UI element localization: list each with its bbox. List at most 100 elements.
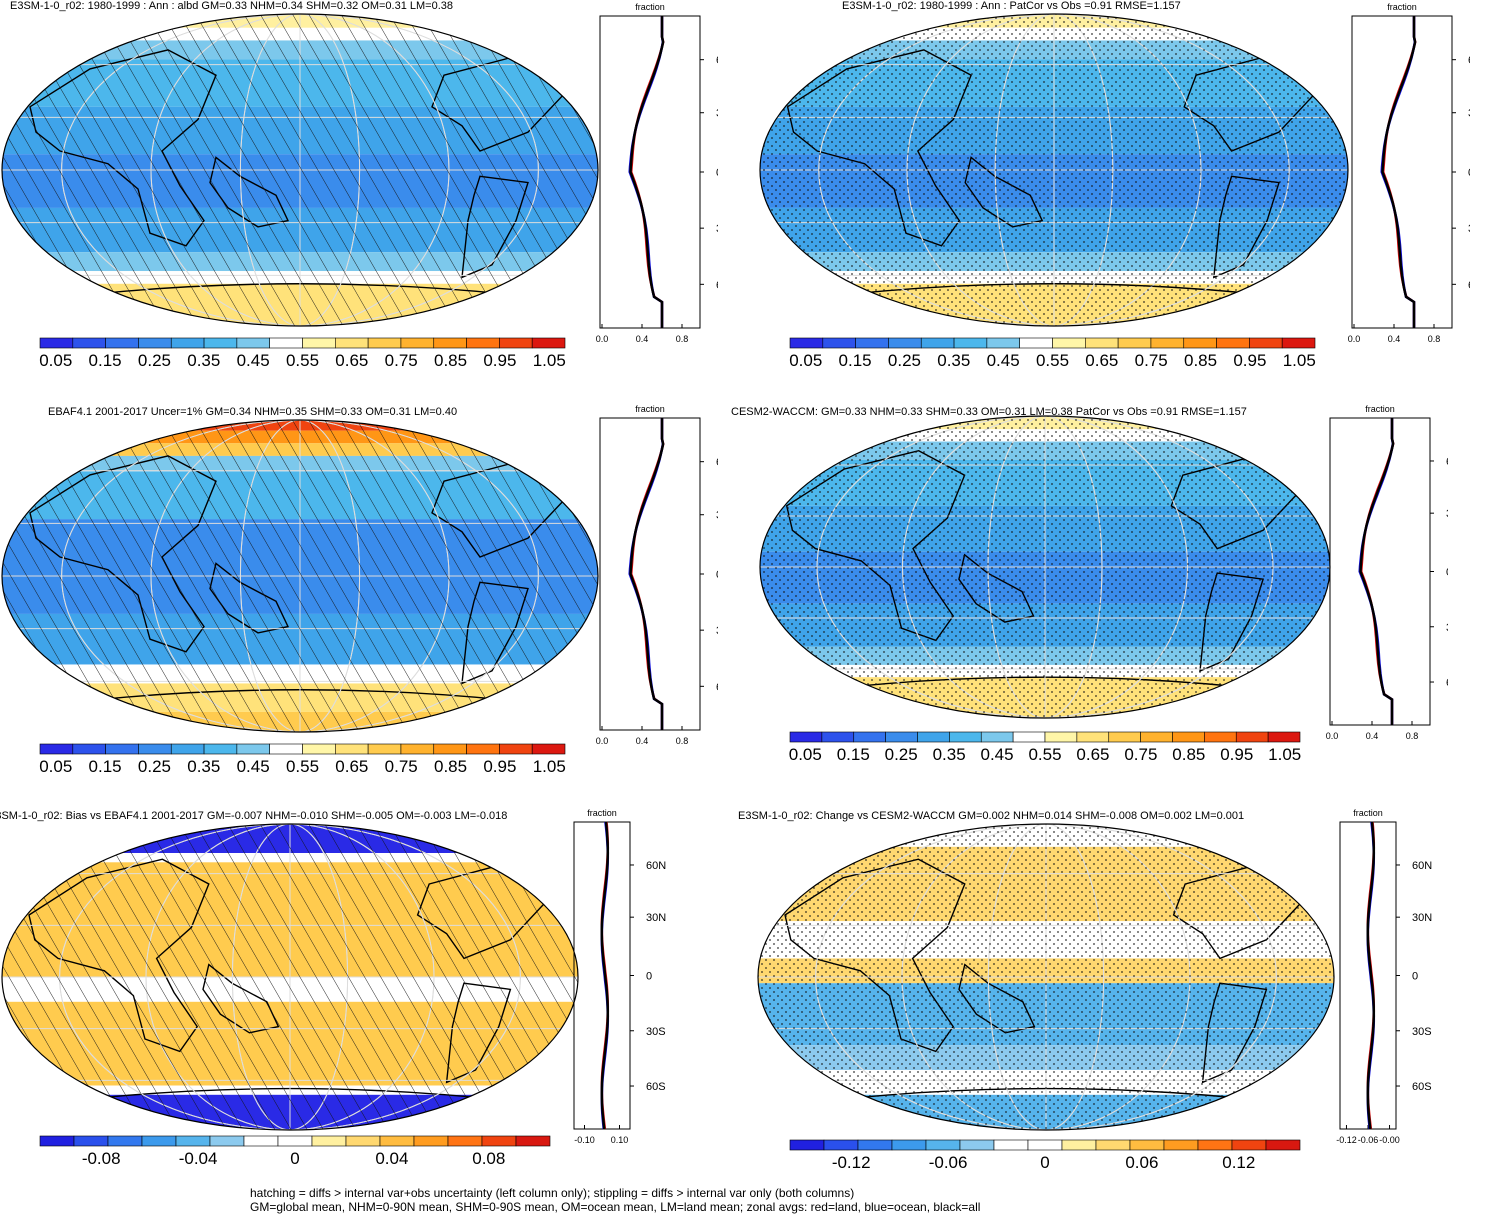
panel-title: E3SM-1-0_r02: 1980-1999 : Ann : albd GM=… <box>10 0 454 12</box>
colorbar-label: 0 <box>290 1149 299 1168</box>
colorbar-swatch <box>499 743 533 755</box>
lat-tick-label: 60S <box>1412 1081 1432 1093</box>
x-tick-label: 0.0 <box>1348 334 1361 344</box>
lat-tick-label: 0 <box>1446 567 1448 579</box>
colorbar-label: 1.05 <box>1268 745 1301 764</box>
x-tick-label: 0.4 <box>1388 334 1401 344</box>
zonal-profile-plot: fraction 60N 30N 0 30S 60S 0.0 0.4 0.8 <box>1326 404 1448 741</box>
x-tick-label: -0.10 <box>574 1135 595 1145</box>
colorbar-swatch <box>269 337 303 349</box>
colorbar-label: 0.15 <box>837 745 870 764</box>
colorbar-swatch <box>1216 337 1250 349</box>
profile-title: fraction <box>1387 2 1417 12</box>
colorbar-label: 0.25 <box>888 351 921 370</box>
colorbar-swatch <box>1012 731 1046 743</box>
colorbar-label: 0.55 <box>286 351 319 370</box>
colorbar-label: 0.65 <box>335 757 368 776</box>
colorbar-swatch <box>141 1135 177 1147</box>
lat-tick-label: 0 <box>1412 971 1418 983</box>
colorbar-swatch <box>105 337 139 349</box>
colorbar-swatch <box>170 743 205 755</box>
x-tick-label: 0.10 <box>611 1135 629 1145</box>
colorbar-swatch <box>1231 1139 1267 1151</box>
colorbar-label: 0.45 <box>987 351 1020 370</box>
lat-tick-label: 0 <box>716 167 718 179</box>
colorbar-label: 0.65 <box>1085 351 1118 370</box>
colorbar-swatch <box>1204 731 1237 743</box>
colorbar-swatch <box>39 1135 75 1147</box>
colorbar-swatch <box>138 337 172 349</box>
colorbar-swatch <box>789 1139 825 1151</box>
colorbar-swatch <box>789 731 823 743</box>
colorbar-label: 0.45 <box>237 757 270 776</box>
colorbar-swatch <box>302 743 336 755</box>
colorbar-swatch <box>107 1135 143 1147</box>
lat-tick-label: 60N <box>716 457 718 469</box>
lat-tick-label: 30S <box>646 1026 666 1038</box>
footer-line-1: hatching = diffs > internal var+obs unce… <box>250 1186 855 1200</box>
colorbar-swatch <box>1150 337 1185 349</box>
colorbar-swatch <box>1108 731 1141 743</box>
colorbar-swatch <box>175 1135 211 1147</box>
colorbar-label: 0.85 <box>434 351 467 370</box>
colorbar-swatch <box>993 1139 1029 1151</box>
colorbar-swatch <box>72 743 106 755</box>
colorbar-swatch <box>433 743 467 755</box>
colorbar-label: -0.06 <box>929 1153 968 1172</box>
x-tick-label: -0.12 <box>1336 1135 1357 1145</box>
colorbar-swatch <box>400 743 435 755</box>
colorbar-swatch <box>73 1135 109 1147</box>
colorbar-label: 0.95 <box>483 757 516 776</box>
colorbar-label: 0.05 <box>789 351 822 370</box>
panel-title: E3SM-1-0_r02: Bias vs EBAF4.1 2001-2017 … <box>0 810 508 822</box>
colorbar-label: 0.15 <box>839 351 872 370</box>
colorbar-swatch <box>823 1139 859 1151</box>
colorbar-swatch <box>1163 1139 1199 1151</box>
colorbar-swatch <box>1076 731 1110 743</box>
colorbar-swatch <box>466 743 500 755</box>
lat-tick-label: 30N <box>1468 108 1470 120</box>
colorbar-label: 0.45 <box>981 745 1014 764</box>
lat-tick-label: 30S <box>716 625 718 637</box>
colorbar-swatch <box>1052 337 1086 349</box>
x-tick-label: 0.8 <box>676 736 689 746</box>
colorbar-swatch <box>209 1135 245 1147</box>
footer-caption: hatching = diffs > internal var+obs unce… <box>250 1186 1250 1214</box>
world-map <box>1 823 579 1131</box>
colorbar-label: 0.85 <box>434 757 467 776</box>
colorbar-swatch <box>857 1139 893 1151</box>
colorbar-label: -0.12 <box>832 1153 871 1172</box>
colorbar-swatch <box>959 1139 995 1151</box>
colorbar-swatch <box>1019 337 1053 349</box>
lat-tick-label: 30S <box>716 223 718 235</box>
colorbar-label: 0.95 <box>1233 351 1266 370</box>
panel-title: EBAF4.1 2001-2017 Uncer=1% GM=0.34 NHM=0… <box>48 406 458 418</box>
colorbar-swatch <box>853 731 886 743</box>
colorbar-label: 0.75 <box>385 757 418 776</box>
x-tick-label: 0.8 <box>1428 334 1441 344</box>
colorbar-label: 0.95 <box>483 351 516 370</box>
x-tick-label: -0.00 <box>1379 1135 1400 1145</box>
colorbar-label: 0.35 <box>937 351 970 370</box>
profile-title: fraction <box>635 404 665 414</box>
colorbar-swatch <box>335 337 369 349</box>
colorbar-label: 0.05 <box>39 351 72 370</box>
zonal-all-curve <box>629 16 665 328</box>
colorbar: -0.08 -0.04 0 0.04 0.08 <box>39 1135 551 1168</box>
lat-tick-label: 30N <box>1412 912 1432 924</box>
colorbar-label: 0.35 <box>187 757 220 776</box>
colorbar-swatch <box>203 337 238 349</box>
lat-tick-label: 60N <box>1412 860 1432 872</box>
colorbar-swatch <box>531 743 566 755</box>
x-tick-label: 0.0 <box>1326 731 1339 741</box>
lat-tick-label: 30S <box>1446 622 1448 634</box>
colorbar-swatch <box>1095 1139 1131 1151</box>
colorbar-swatch <box>72 337 106 349</box>
zonal-profile-plot: fraction 60N 30N 0 30S 60S -0.10 0.10 <box>573 808 666 1145</box>
x-tick-label: -0.06 <box>1358 1135 1379 1145</box>
colorbar-swatch <box>302 337 336 349</box>
x-tick-label: 0.4 <box>1366 731 1379 741</box>
world-map <box>759 13 1349 327</box>
colorbar-label: 0.75 <box>385 351 418 370</box>
colorbar-label: 0.05 <box>39 757 72 776</box>
